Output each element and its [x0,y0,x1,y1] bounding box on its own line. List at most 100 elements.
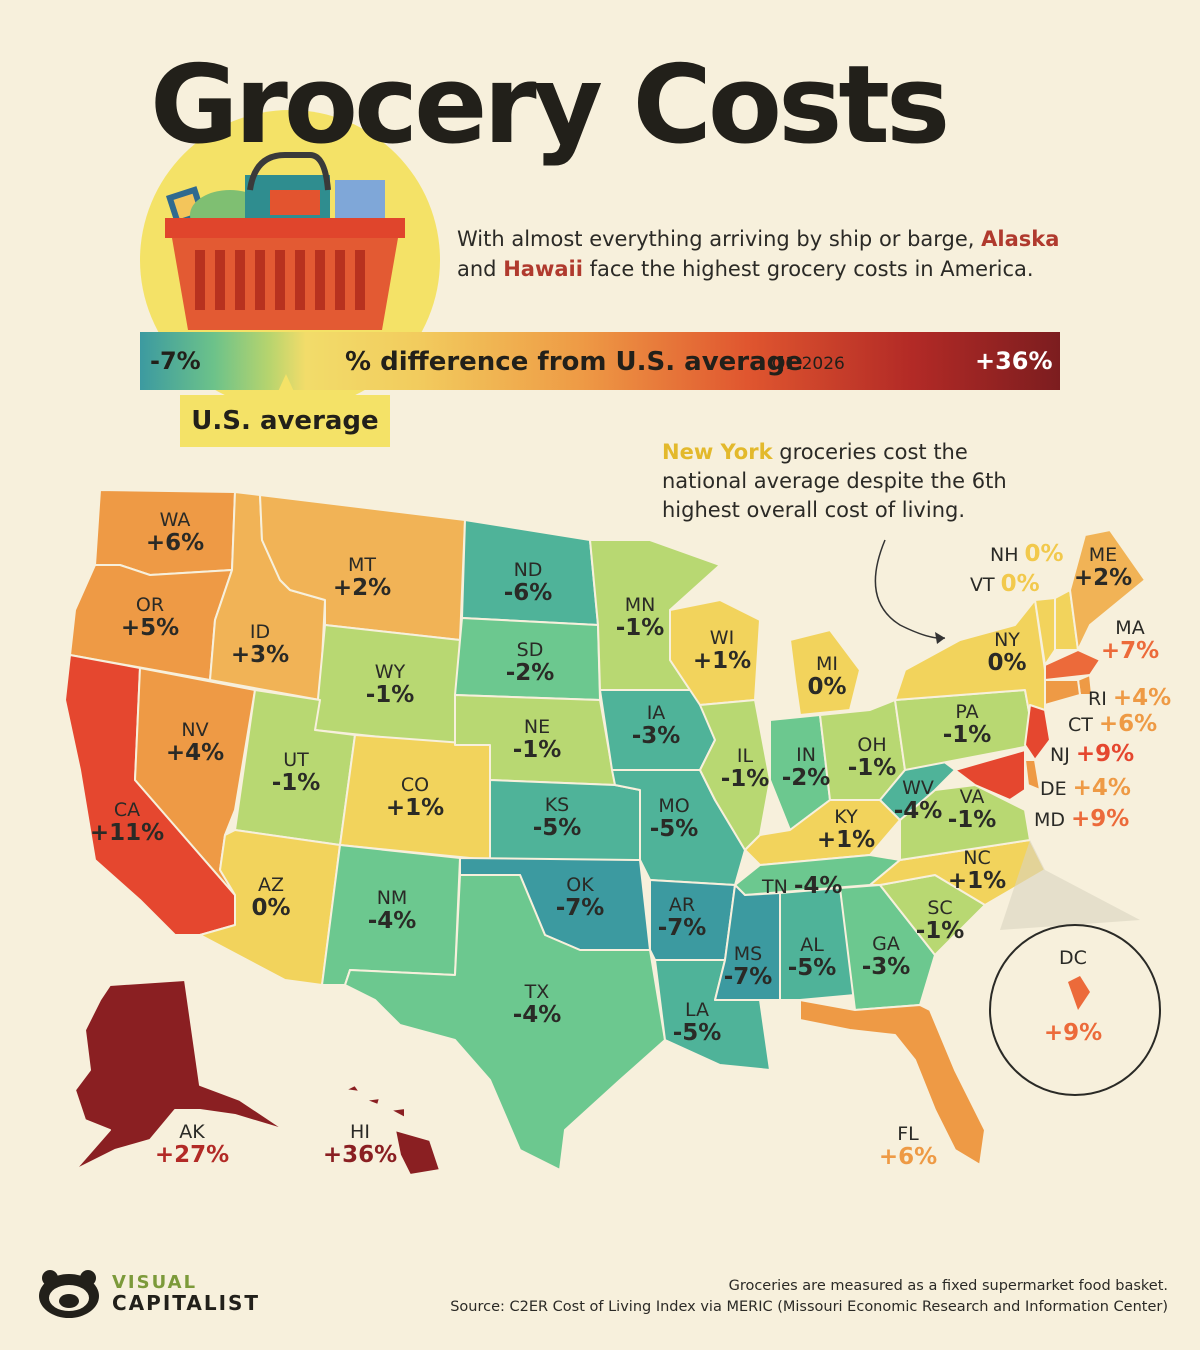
state-abbr: MT [347,554,376,576]
state-abbr: MD [1034,809,1066,831]
label-ND: ND -6% [504,560,553,606]
label-MD: MD +9% [1034,806,1129,832]
label-AR: AR -7% [658,895,707,941]
label-LA: LA -5% [673,1000,722,1046]
state-abbr: WV [902,777,934,799]
dc-zoom-cone [1000,840,1140,930]
label-GA: GA -3% [862,934,911,980]
state-value: +9% [1075,741,1135,767]
dc-inset-circle [989,924,1161,1096]
subtitle: With almost everything arriving by ship … [457,224,1077,284]
callout-arrow [874,539,946,639]
state-abbr: ND [513,559,543,581]
label-KY: KY +1% [817,807,875,853]
state-NJ[interactable] [1024,704,1051,761]
state-value: -1% [615,614,665,641]
state-abbr: NC [963,847,991,869]
callout-arrow-head [935,632,945,644]
state-value: -2% [781,764,831,791]
label-WI: WI +1% [693,628,751,674]
state-value: +1% [816,826,876,853]
state-value: +5% [120,614,180,641]
state-value: +4% [1072,775,1131,801]
label-IL: IL -1% [721,746,770,792]
state-abbr: KS [544,794,570,816]
label-AZ: AZ 0% [251,875,290,921]
label-KS: KS -5% [533,795,582,841]
state-abbr: KY [834,806,858,828]
state-value: +1% [947,867,1007,894]
state-abbr: AK [179,1121,205,1143]
state-value: -1% [271,769,321,796]
label-ME: ME +2% [1074,545,1132,591]
state-value: +6% [878,1143,938,1170]
state-value: -4% [793,873,843,899]
state-DE[interactable] [1024,759,1041,791]
label-FL: FL +6% [879,1124,937,1170]
state-abbr: SC [927,897,953,919]
subtitle-text-2: and [457,257,497,281]
us-average-label: U.S. average [180,395,390,447]
state-DC[interactable] [1068,976,1090,1010]
logo-icon [39,1270,99,1318]
state-abbr: DC [1059,947,1087,969]
state-AK[interactable] [74,979,286,1171]
state-HI[interactable] [344,1084,441,1176]
label-OR: OR +5% [121,595,179,641]
state-abbr: IN [796,744,816,766]
state-value: -1% [720,765,770,792]
state-abbr: TX [524,981,550,1003]
subtitle-hawaii: Hawaii [503,257,583,281]
state-TX[interactable] [344,874,666,1171]
state-value: -1% [365,681,415,708]
subtitle-alaska: Alaska [981,227,1060,251]
state-value: +27% [154,1141,230,1168]
state-value: +9% [1043,1019,1103,1046]
state-abbr: OK [566,874,594,896]
state-abbr: WI [709,627,735,649]
label-RI: RI +4% [1088,685,1172,711]
subtitle-text-3: face the highest grocery costs in Americ… [589,257,1034,281]
label-OH: OH -1% [848,735,897,781]
label-IN: IN -2% [782,745,831,791]
state-MD[interactable] [954,749,1026,801]
label-SC: SC -1% [916,898,965,944]
state-value: -3% [861,953,911,980]
subtitle-text-1: With almost everything arriving by ship … [457,227,975,251]
state-MA[interactable] [1044,649,1101,681]
state-abbr: FL [897,1123,919,1145]
state-abbr: NJ [1050,744,1070,766]
state-AL[interactable] [779,887,856,1001]
state-value: +4% [1112,685,1172,711]
label-NH: NH 0% [990,541,1064,567]
state-value: +1% [692,647,752,674]
state-abbr: NH [990,544,1019,566]
state-abbr: VA [959,786,985,808]
state-abbr: DE [1040,778,1067,800]
page-title: Grocery Costs [150,43,950,168]
state-MI[interactable] [789,629,861,716]
state-abbr: WA [159,509,191,531]
scale-min-label: -7% [150,347,201,375]
callout-text: groceries cost the national average desp… [662,440,1007,522]
state-value: +2% [1073,564,1133,591]
state-CT[interactable] [1044,679,1081,706]
state-value: 0% [1024,541,1064,567]
label-WA: WA +6% [146,510,204,556]
logo-line-1: VISUAL [112,1272,198,1294]
state-abbr: NY [994,629,1020,651]
label-NC: NC +1% [948,848,1006,894]
state-abbr: CT [1068,714,1093,736]
state-abbr: RI [1088,688,1107,710]
scale-period: Q1 2026 [772,354,845,374]
state-value: 0% [1000,571,1040,597]
label-PA: PA -1% [943,702,992,748]
label-DE: DE +4% [1040,775,1131,801]
label-CT: CT +6% [1068,711,1157,737]
visual-capitalist-logo[interactable]: VISUAL CAPITALIST [36,1268,260,1320]
state-FL[interactable] [799,999,986,1166]
state-abbr: TN [762,876,788,898]
label-MI: MI 0% [807,654,846,700]
label-ID: ID +3% [231,622,289,668]
